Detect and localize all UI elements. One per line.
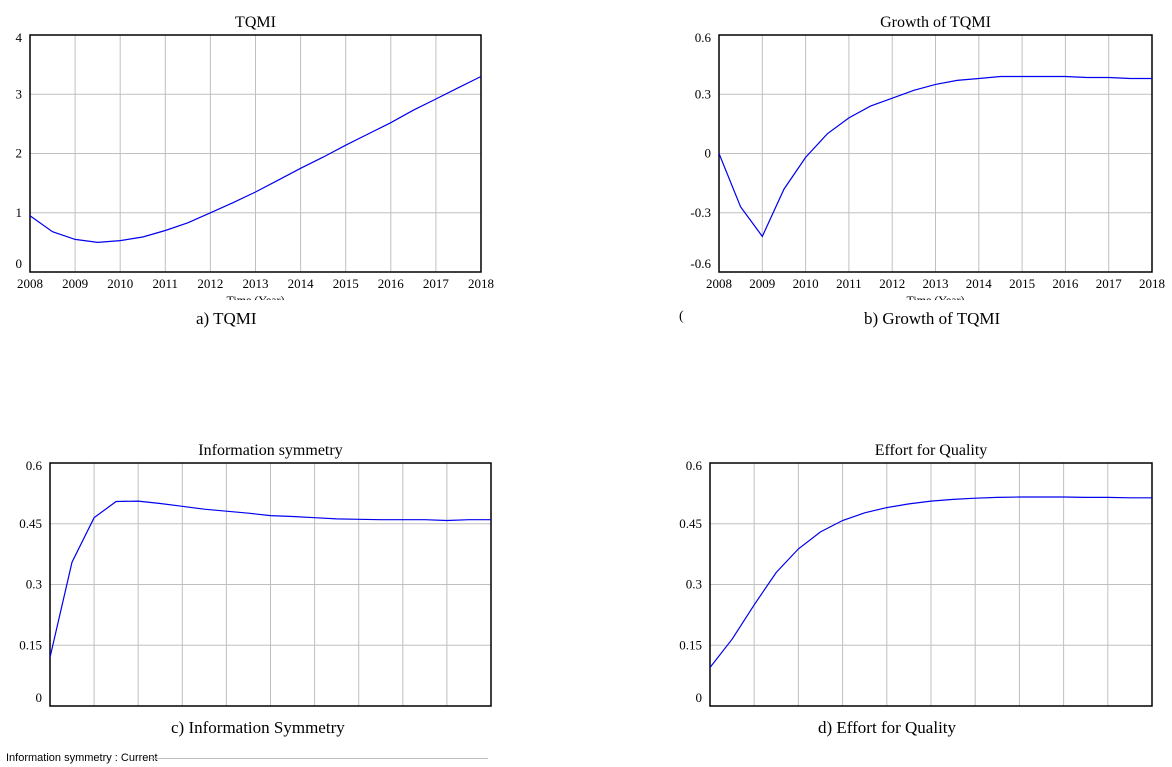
chart-b-xtick: 2014 [966,276,993,291]
chart-a-ytick: 0 [16,256,23,271]
chart-a-series-line [29,75,482,244]
top-crop [0,0,1172,10]
chart-b-ytick: 0.6 [695,30,712,45]
chart-d-ytick: 0.6 [686,458,703,473]
chart-a-xtick: 2010 [107,276,133,291]
chart-b-series-line [718,75,1152,238]
chart-b-xtick: 2012 [879,276,905,291]
chart-b-xtick: 2015 [1009,276,1035,291]
chart-a-xtick: 2018 [468,276,494,291]
chart-b-xtick: 2016 [1052,276,1079,291]
chart-b-xtick: 2017 [1096,276,1123,291]
chart-a-plot-area [29,34,482,273]
chart-a-ytick: 2 [16,146,23,161]
chart-c-ytick: 0.3 [26,577,42,592]
chart-a-xtick: 2017 [423,276,450,291]
chart-b-xtick: 2009 [749,276,775,291]
chart-a-ytick: 1 [16,205,23,220]
chart-a-xtick: 2011 [153,276,179,291]
chart-c-ytick: 0.6 [26,458,43,473]
chart-b-xtick: 2011 [836,276,862,291]
chart-a-title: TQMI [235,14,276,31]
chart-d-title: Effort for Quality [875,442,988,459]
chart-c-ytick: 0 [36,690,43,705]
chart-a-xtick: 2013 [243,276,269,291]
chart-b-xtick: 2018 [1139,276,1165,291]
stray-paren: ( [679,309,684,324]
chart-a: TQMI 4 3 2 1 0 2008 2009 2010 2011 2012 2013 2014 201… [16,14,495,307]
chart-d-ytick: 0.3 [686,577,702,592]
footer-text: Information symmetry : Current [6,752,158,764]
chart-c-ytick: 0.15 [19,637,42,652]
chart-c-series-line [49,500,491,658]
chart-b-xtick: 2008 [706,276,732,291]
caption-a: a) TQMI [196,309,257,328]
chart-a-xtick: 2015 [333,276,359,291]
chart-a-xtick: 2009 [62,276,88,291]
chart-d-plot-area [709,462,1153,707]
chart-a-xtick: 2008 [17,276,43,291]
caption-b: b) Growth of TQMI [864,309,1001,328]
caption-d: d) Effort for Quality [818,718,957,737]
chart-c-plot-area [49,462,492,707]
chart-d-ytick: 0 [696,690,703,705]
chart-a-ytick: 3 [16,86,23,101]
chart-b-title: Growth of TQMI [880,14,991,31]
chart-d-ytick: 0.15 [679,637,702,652]
chart-a-xtick: 2012 [197,276,223,291]
chart-b: Growth of TQMI 0.6 0.3 0 -0.3 -0.6 2008 2009 201… [690,14,1165,307]
footer-rule [150,758,488,759]
chart-d: Effort for Quality 0.6 0.45 0.3 0.15 0 [679,442,1153,707]
chart-b-ytick: 0 [705,146,712,161]
chart-a-xtick: 2016 [378,276,405,291]
xlabel-crop [0,300,1172,308]
chart-d-series-line [709,496,1152,668]
chart-b-xtick: 2010 [793,276,819,291]
chart-b-xtick: 2013 [923,276,949,291]
chart-b-ytick: -0.3 [690,205,711,220]
chart-c-title: Information symmetry [198,442,342,459]
chart-a-ytick: 4 [16,30,23,45]
chart-a-xtick: 2014 [288,276,315,291]
chart-b-ytick: 0.3 [695,86,711,101]
caption-c: c) Information Symmetry [171,718,345,737]
chart-d-ytick: 0.45 [679,516,702,531]
chart-c-ytick: 0.45 [19,516,42,531]
chart-b-ytick: -0.6 [690,256,711,271]
chart-c: Information symmetry 0.6 0.45 0.3 0.15 0 [19,442,492,707]
